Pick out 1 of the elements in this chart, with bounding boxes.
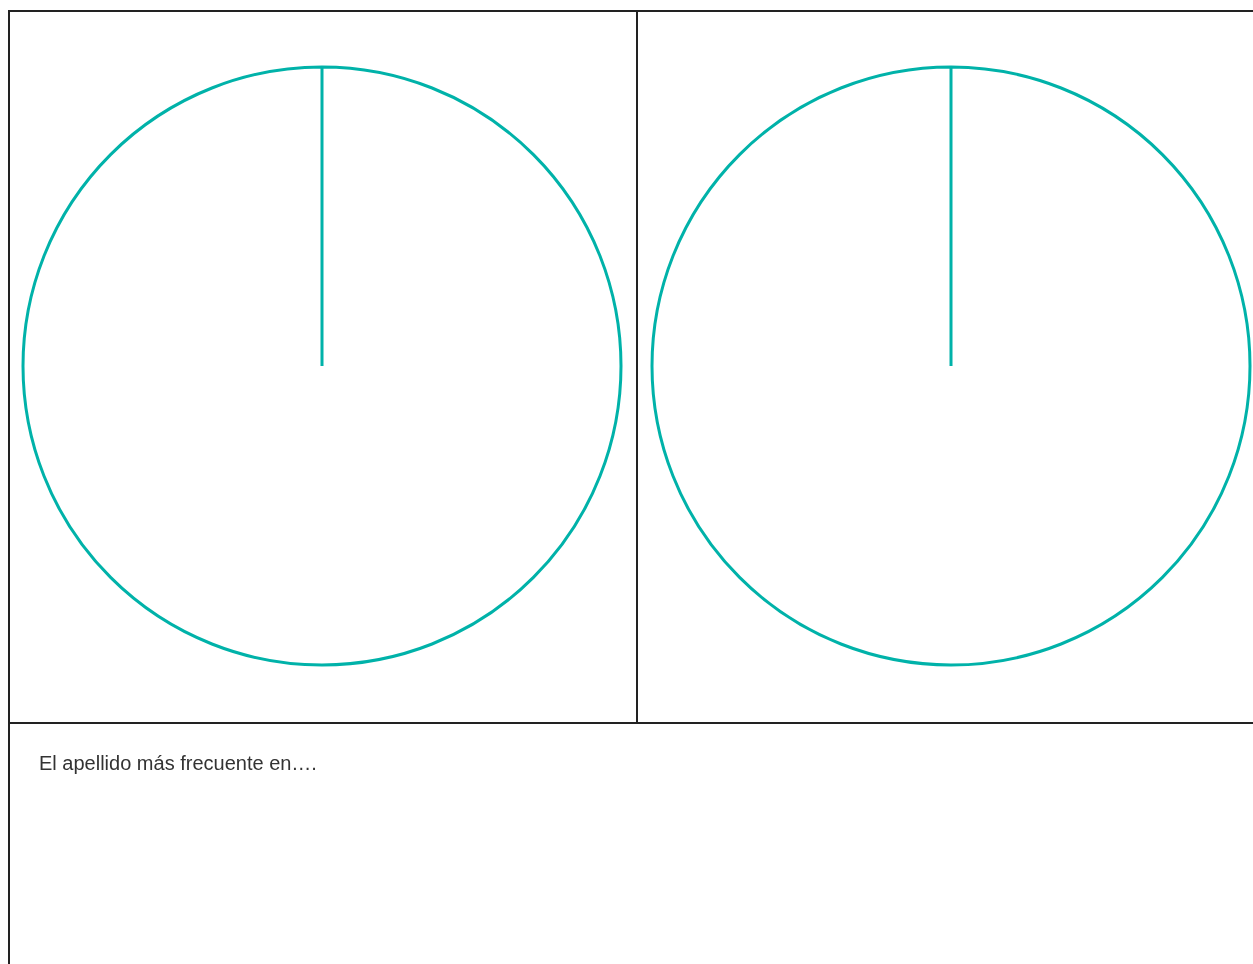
text: El apellido más frecuente en…. (39, 752, 318, 775)
